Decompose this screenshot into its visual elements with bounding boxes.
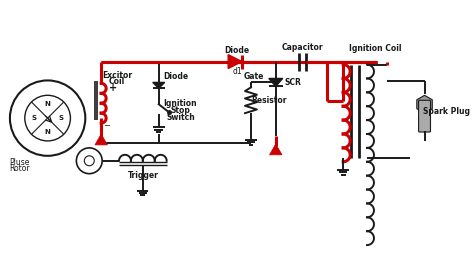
Polygon shape — [228, 55, 242, 69]
Polygon shape — [95, 134, 108, 145]
Text: d1: d1 — [232, 67, 242, 76]
Text: Excitor: Excitor — [102, 71, 132, 80]
Polygon shape — [269, 78, 283, 86]
Text: Pluse: Pluse — [9, 158, 30, 167]
Text: S: S — [31, 115, 36, 121]
Text: Diode: Diode — [163, 72, 188, 81]
Text: ─: ─ — [104, 120, 109, 130]
Polygon shape — [270, 144, 282, 155]
Text: Rotor: Rotor — [9, 164, 30, 173]
Text: Capacitor: Capacitor — [282, 43, 323, 52]
Text: Spark Plug: Spark Plug — [423, 107, 470, 116]
Text: Stop: Stop — [171, 106, 191, 115]
Text: Switch: Switch — [166, 113, 195, 122]
Text: Ignition: Ignition — [164, 99, 197, 108]
Polygon shape — [417, 95, 432, 113]
Text: S: S — [59, 115, 64, 121]
FancyBboxPatch shape — [419, 100, 430, 132]
Text: Resistor: Resistor — [251, 96, 287, 105]
Text: SCR: SCR — [284, 78, 301, 87]
Text: Ignition Coil: Ignition Coil — [349, 44, 401, 53]
Text: Coil: Coil — [109, 77, 125, 86]
Text: Diode: Diode — [225, 46, 250, 55]
Text: +: + — [109, 83, 117, 93]
Text: Gate: Gate — [244, 72, 264, 81]
Polygon shape — [153, 82, 164, 88]
Text: N: N — [45, 129, 51, 135]
Text: N: N — [45, 101, 51, 107]
Text: Trigger: Trigger — [128, 171, 158, 180]
